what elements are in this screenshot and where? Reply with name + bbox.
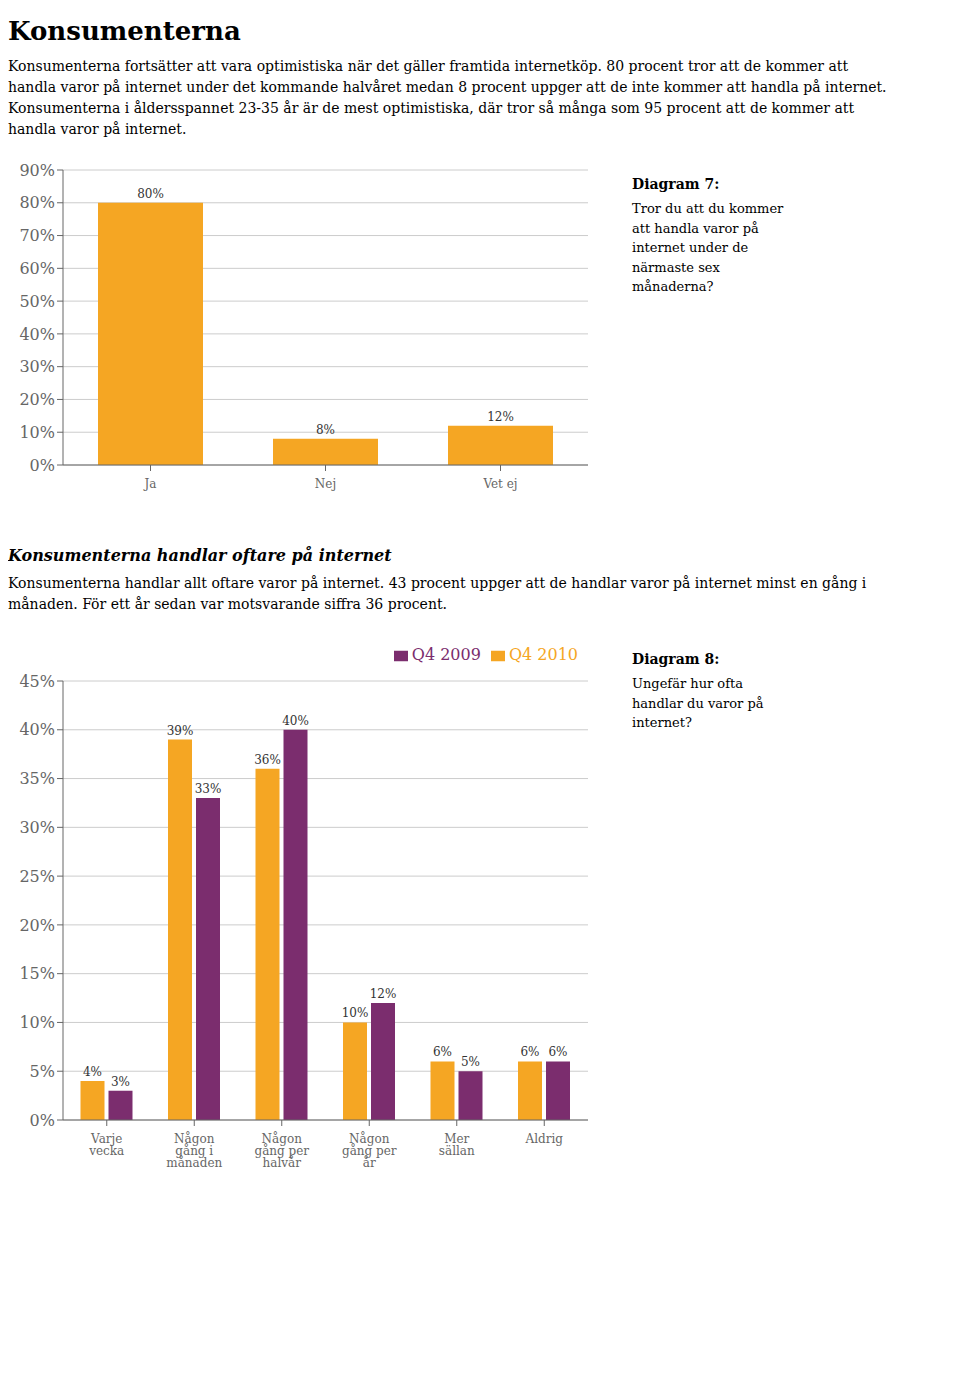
html-text:Konsumenterna handlar oftare p: Konsumenterna handlar oftare på internet (8, 546, 392, 565)
svg-text:3%: 3% (111, 1075, 130, 1089)
svg-text:36%: 36% (254, 753, 281, 767)
svg-text:70%: 70% (19, 226, 55, 245)
svg-text:Någongång perhalvår: Någongång perhalvår (254, 1131, 309, 1170)
svg-text:4%: 4% (83, 1065, 102, 1079)
svg-text:6%: 6% (520, 1045, 539, 1059)
html-text:Konsumenterna handlar allt oft: Konsumenterna handlar allt oftare varor … (8, 575, 867, 612)
html-text:Konsumenterna fortsätter att v: Konsumenterna fortsätter att vara optimi… (8, 58, 887, 137)
svg-text:30%: 30% (19, 818, 55, 837)
svg-text:50%: 50% (19, 292, 55, 311)
svg-text:15%: 15% (19, 964, 55, 983)
html-text:Konsumenterna: Konsumenterna (8, 16, 241, 46)
svg-text:Varjevecka: Varjevecka (88, 1132, 124, 1158)
svg-text:10%: 10% (342, 1006, 369, 1020)
svg-text:90%: 90% (19, 161, 55, 180)
svg-text:5%: 5% (461, 1055, 480, 1069)
svg-text:40%: 40% (282, 714, 309, 728)
svg-text:45%: 45% (19, 672, 55, 691)
svg-text:8%: 8% (316, 423, 335, 437)
svg-text:39%: 39% (167, 724, 194, 738)
html-text:Ungefär hur ofta handlar du va: Ungefär hur ofta handlar du varor på int… (632, 676, 764, 730)
svg-text:10%: 10% (19, 1013, 55, 1032)
svg-text:80%: 80% (137, 187, 164, 201)
html-text:Q4 2010: Q4 2010 (508, 645, 578, 664)
svg-text:Mersällan: Mersällan (439, 1132, 475, 1158)
svg-text:Någongång imånaden: Någongång imånaden (166, 1131, 222, 1170)
svg-text:0%: 0% (30, 1111, 55, 1130)
svg-text:20%: 20% (19, 916, 55, 935)
svg-text:Aldrig: Aldrig (525, 1132, 564, 1146)
svg-text:25%: 25% (19, 867, 55, 886)
svg-text:Någongång perår: Någongång perår (342, 1131, 397, 1170)
svg-text:30%: 30% (19, 357, 55, 376)
svg-text:Vet ej: Vet ej (482, 477, 517, 491)
svg-text:20%: 20% (19, 390, 55, 409)
svg-text:33%: 33% (195, 782, 222, 796)
svg-text:6%: 6% (433, 1045, 452, 1059)
svg-text:60%: 60% (19, 259, 55, 278)
html-text:Diagram 8:: Diagram 8: (632, 651, 720, 667)
svg-text:6%: 6% (548, 1045, 567, 1059)
svg-text:35%: 35% (19, 769, 55, 788)
svg-text:40%: 40% (19, 720, 55, 739)
html-text:Diagram 7:: Diagram 7: (632, 176, 720, 192)
svg-text:12%: 12% (487, 410, 514, 424)
svg-text:40%: 40% (19, 325, 55, 344)
svg-text:Nej: Nej (315, 477, 336, 491)
svg-text:Ja: Ja (143, 477, 157, 491)
html-text:Q4 2009: Q4 2009 (411, 645, 481, 664)
svg-text:12%: 12% (370, 987, 397, 1001)
svg-text:10%: 10% (19, 423, 55, 442)
html-text:Tror du att du kommer att hand: Tror du att du kommer att handla varor p… (632, 201, 784, 294)
svg-text:80%: 80% (19, 193, 55, 212)
svg-text:0%: 0% (30, 456, 55, 475)
svg-text:5%: 5% (30, 1062, 55, 1081)
